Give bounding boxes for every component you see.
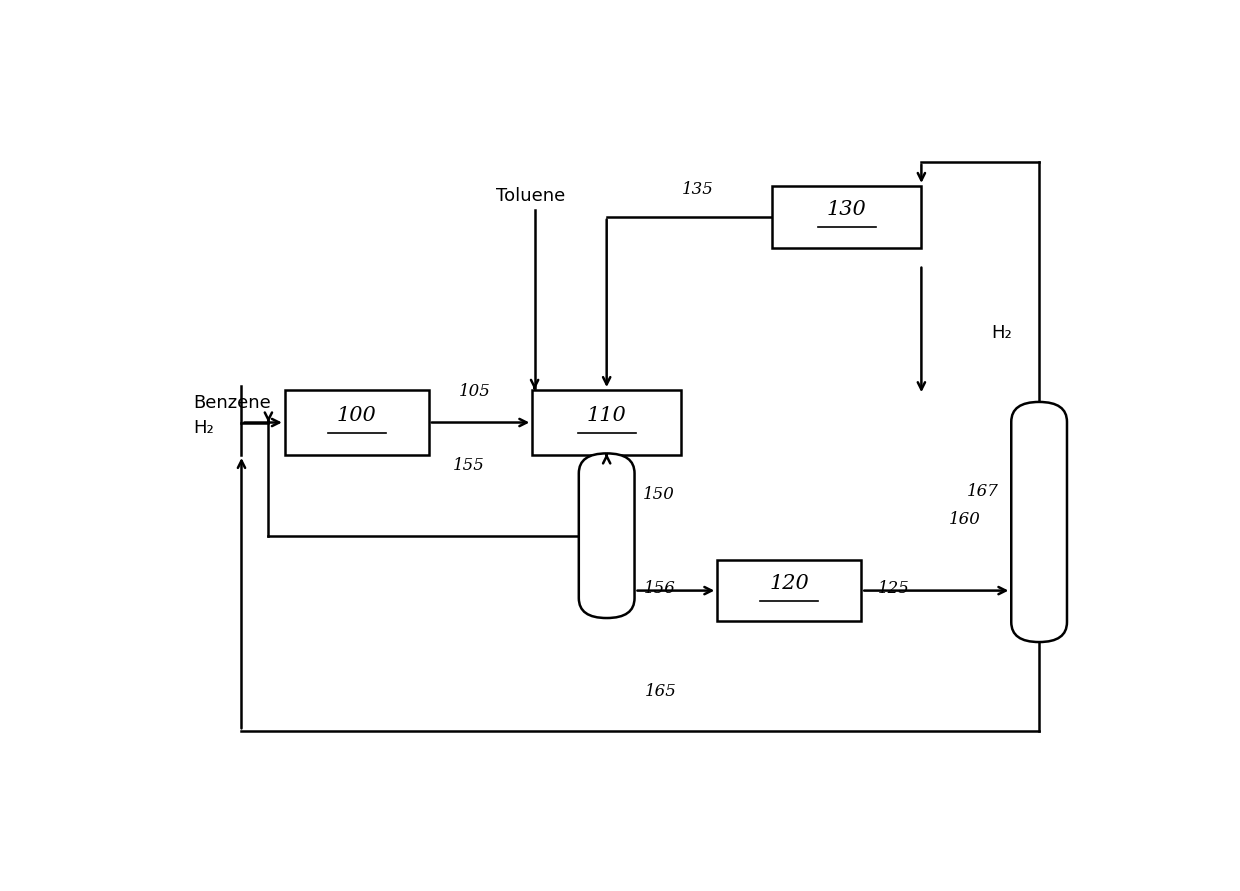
Text: 160: 160	[949, 511, 981, 528]
FancyBboxPatch shape	[579, 454, 635, 618]
Text: 100: 100	[337, 406, 377, 425]
Text: 120: 120	[769, 574, 810, 593]
Text: Toluene: Toluene	[496, 187, 565, 205]
Text: 105: 105	[459, 383, 491, 400]
Text: 110: 110	[587, 406, 626, 425]
Text: 167: 167	[967, 483, 999, 500]
FancyBboxPatch shape	[285, 390, 429, 455]
Text: 130: 130	[827, 200, 867, 219]
Text: 155: 155	[453, 456, 485, 473]
FancyBboxPatch shape	[1012, 402, 1066, 642]
Text: 165: 165	[645, 683, 677, 700]
Text: 135: 135	[682, 181, 713, 198]
Text: 125: 125	[878, 580, 910, 597]
Text: H₂: H₂	[991, 324, 1012, 342]
FancyBboxPatch shape	[532, 390, 681, 455]
FancyBboxPatch shape	[717, 560, 862, 622]
Text: H₂: H₂	[193, 419, 215, 437]
Text: 156: 156	[644, 580, 676, 597]
Text: Benzene: Benzene	[193, 395, 272, 413]
Text: 150: 150	[644, 486, 675, 503]
FancyBboxPatch shape	[773, 186, 921, 248]
